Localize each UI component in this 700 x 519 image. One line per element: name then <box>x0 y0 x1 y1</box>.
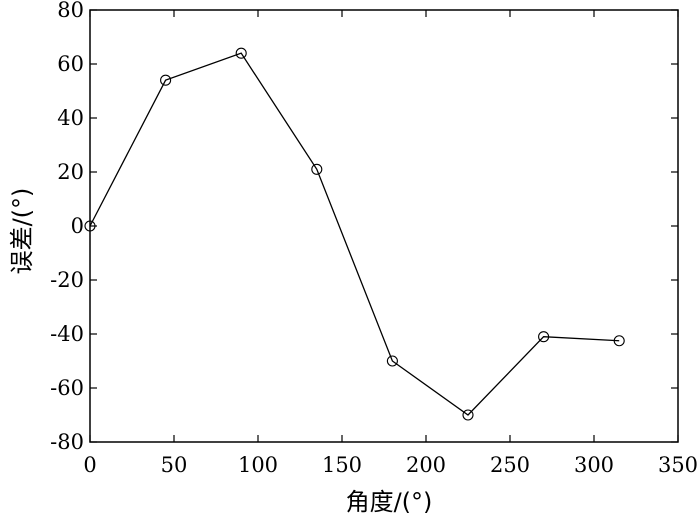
plot-marks <box>84 47 625 421</box>
y-tick-label: 40 <box>57 106 84 130</box>
y-tick-label: 0 <box>71 214 84 238</box>
y-axis-label: 误差/(°) <box>8 188 36 275</box>
data-point <box>311 163 323 175</box>
y-tick-label: 80 <box>57 0 84 22</box>
data-point <box>386 355 398 367</box>
data-point <box>538 331 550 343</box>
y-tick-label: -60 <box>50 376 84 400</box>
data-point <box>235 47 247 59</box>
data-point <box>160 74 172 86</box>
x-tick-label: 100 <box>238 453 278 477</box>
x-tick-label: 300 <box>574 453 614 477</box>
x-tick-label: 150 <box>322 453 362 477</box>
x-tick-label: 200 <box>406 453 446 477</box>
x-tick-label: 250 <box>490 453 530 477</box>
plot-frame <box>89 9 679 443</box>
y-tick-label: 60 <box>57 52 84 76</box>
data-point <box>462 409 474 421</box>
y-tick-label: 20 <box>57 160 84 184</box>
axis-ticks: 0 50 100 150 200 250 300 350 -80 -60 -40 -20 0 20 40 60… <box>50 0 698 477</box>
y-tick-label: -40 <box>50 322 84 346</box>
series-line <box>89 52 620 416</box>
y-tick-label: -20 <box>50 268 84 292</box>
x-axis-label: 角度/(°) <box>346 488 433 516</box>
x-tick-label: 0 <box>83 453 96 477</box>
x-tick-label: 350 <box>658 453 698 477</box>
y-tick-label: -80 <box>50 430 84 454</box>
data-point <box>613 335 625 347</box>
x-tick-label: 50 <box>161 453 188 477</box>
